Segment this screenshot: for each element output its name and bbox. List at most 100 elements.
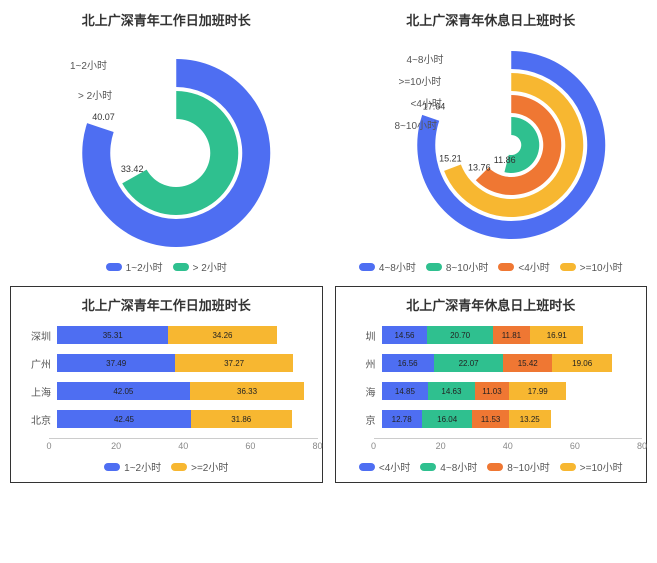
bar-row: 北京42.4531.86: [23, 410, 310, 428]
bar-segment[interactable]: 36.33: [190, 382, 305, 400]
legend-item[interactable]: >=2小时: [171, 459, 228, 474]
bar-segment[interactable]: 14.63: [428, 382, 474, 400]
row-label: 广州: [23, 356, 57, 371]
bar-segment[interactable]: 16.91: [530, 326, 583, 344]
bar-track: 35.3134.26: [57, 326, 310, 344]
bar-segment[interactable]: 42.05: [57, 382, 190, 400]
bar-segment[interactable]: 31.86: [191, 410, 292, 428]
x-axis: 020406080: [374, 438, 643, 455]
bar-segment[interactable]: 14.85: [382, 382, 429, 400]
legend-item[interactable]: 1~2小时: [104, 459, 161, 474]
legend-item[interactable]: 1~2小时: [106, 259, 163, 274]
bar-row: 广州37.4937.27: [23, 354, 310, 372]
row-label: 京: [348, 412, 382, 427]
bar-segment[interactable]: 20.70: [427, 326, 492, 344]
cat-label: 4~8小时: [407, 51, 444, 66]
legend-item[interactable]: 4~8小时: [420, 459, 477, 474]
radial-area: 17.6415.2113.7611.86 4~8小时 >=10小时 <4小时 8…: [335, 35, 648, 255]
legend: <4小时 4~8小时 8~10小时 >=10小时: [340, 459, 643, 474]
axis-tick: 80: [312, 441, 322, 451]
radial-arc[interactable]: [444, 73, 583, 217]
bar-row: 深圳35.3134.26: [23, 326, 310, 344]
axis-tick: 40: [178, 441, 188, 451]
radial-chart-restday: 北上广深青年休息日上班时长 17.6415.2113.7611.86 4~8小时…: [335, 10, 648, 274]
bar-row: 圳14.5620.7011.8116.91: [348, 326, 635, 344]
row-label: 上海: [23, 384, 57, 399]
bar-segment[interactable]: 11.53: [472, 410, 508, 428]
bar-track: 14.5620.7011.8116.91: [382, 326, 635, 344]
cat-label: 1~2小时: [70, 57, 107, 72]
arc-value-label: 33.42: [121, 164, 144, 174]
row-label: 海: [348, 384, 382, 399]
row-label: 北京: [23, 412, 57, 427]
cat-label: <4小时: [411, 95, 442, 110]
axis-tick: 20: [436, 441, 446, 451]
arc-value-label: 13.76: [468, 163, 491, 173]
axis-tick: 0: [371, 441, 376, 451]
chart-title: 北上广深青年休息日上班时长: [335, 10, 648, 29]
bar-segment[interactable]: 15.42: [503, 354, 552, 372]
arc-value-label: 15.21: [439, 153, 462, 163]
axis-tick: 60: [245, 441, 255, 451]
bar-track: 16.5622.0715.4219.06: [382, 354, 635, 372]
legend-item[interactable]: 4~8小时: [359, 259, 416, 274]
arc-value-label: 40.07: [92, 112, 115, 122]
bar-segment[interactable]: 13.25: [509, 410, 551, 428]
axis-tick: 40: [503, 441, 513, 451]
bar-segment[interactable]: 11.81: [493, 326, 530, 344]
bar-segment[interactable]: 19.06: [552, 354, 612, 372]
row-label: 深圳: [23, 328, 57, 343]
bar-row: 海14.8514.6311.0317.99: [348, 382, 635, 400]
radial-area: 40.07 33.42 1~2小时 > 2小时: [10, 35, 323, 255]
bar-segment[interactable]: 16.56: [382, 354, 434, 372]
row-label: 圳: [348, 328, 382, 343]
legend-item[interactable]: <4小时: [498, 259, 549, 274]
chart-title: 北上广深青年工作日加班时长: [15, 295, 318, 314]
legend-item[interactable]: >=10小时: [560, 459, 623, 474]
bar-segment[interactable]: 34.26: [168, 326, 276, 344]
bar-track: 37.4937.27: [57, 354, 310, 372]
bar-segment[interactable]: 16.04: [422, 410, 473, 428]
arc-value-label: 11.86: [493, 155, 515, 165]
bar-segment[interactable]: 37.49: [57, 354, 175, 372]
axis-tick: 20: [111, 441, 121, 451]
cat-label: 8~10小时: [395, 117, 438, 132]
x-axis: 020406080: [49, 438, 318, 455]
axis-tick: 80: [637, 441, 647, 451]
legend-item[interactable]: <4小时: [359, 459, 410, 474]
cat-label: > 2小时: [78, 87, 112, 102]
legend: 1~2小时 > 2小时: [10, 259, 323, 274]
bar-segment[interactable]: 35.31: [57, 326, 168, 344]
bar-segment[interactable]: 17.99: [509, 382, 566, 400]
axis-tick: 0: [46, 441, 51, 451]
bar-segment[interactable]: 11.03: [475, 382, 510, 400]
bar-row: 上海42.0536.33: [23, 382, 310, 400]
radial-arc[interactable]: [475, 95, 560, 195]
row-label: 州: [348, 356, 382, 371]
chart-title: 北上广深青年工作日加班时长: [10, 10, 323, 29]
bar-segment[interactable]: 14.56: [382, 326, 428, 344]
legend-item[interactable]: 8~10小时: [487, 459, 550, 474]
bar-chart-restday: 北上广深青年休息日上班时长 圳14.5620.7011.8116.91州16.5…: [335, 286, 648, 483]
bar-track: 14.8514.6311.0317.99: [382, 382, 635, 400]
bar-track: 42.0536.33: [57, 382, 310, 400]
axis-tick: 60: [570, 441, 580, 451]
chart-title: 北上广深青年休息日上班时长: [340, 295, 643, 314]
bar-row: 京12.7816.0411.5313.25: [348, 410, 635, 428]
bar-chart-overtime: 北上广深青年工作日加班时长 深圳35.3134.26广州37.4937.27上海…: [10, 286, 323, 483]
bar-area: 深圳35.3134.26广州37.4937.27上海42.0536.33北京42…: [15, 320, 318, 428]
bar-segment[interactable]: 22.07: [434, 354, 504, 372]
bar-track: 12.7816.0411.5313.25: [382, 410, 635, 428]
legend-item[interactable]: 8~10小时: [426, 259, 489, 274]
bar-area: 圳14.5620.7011.8116.91州16.5622.0715.4219.…: [340, 320, 643, 428]
legend: 1~2小时 >=2小时: [15, 459, 318, 474]
bar-segment[interactable]: 12.78: [382, 410, 422, 428]
legend-item[interactable]: >=10小时: [560, 259, 623, 274]
bar-track: 42.4531.86: [57, 410, 310, 428]
cat-label: >=10小时: [399, 73, 442, 88]
bar-segment[interactable]: 42.45: [57, 410, 191, 428]
radial-chart-overtime: 北上广深青年工作日加班时长 40.07 33.42 1~2小时 > 2小时 1~2…: [10, 10, 323, 274]
legend-item[interactable]: > 2小时: [173, 259, 227, 274]
radial-arc[interactable]: [122, 91, 238, 215]
bar-segment[interactable]: 37.27: [175, 354, 293, 372]
